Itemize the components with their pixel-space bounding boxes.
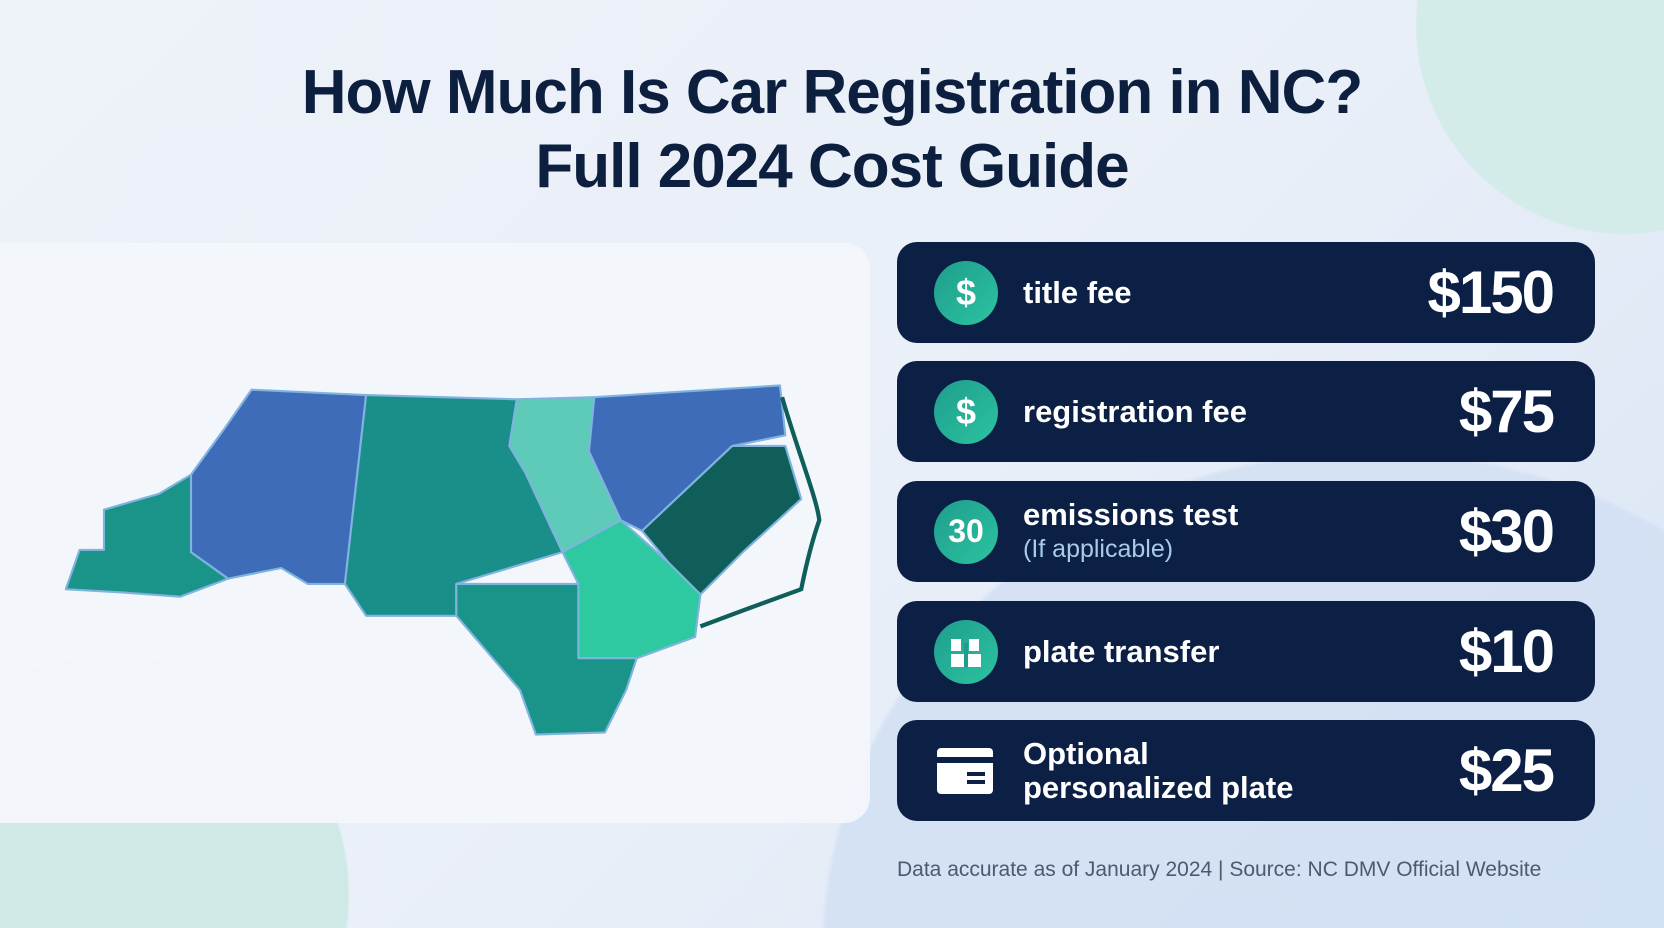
fee-label: plate transfer (1023, 633, 1220, 669)
fee-card-title: $ title fee $150 (897, 242, 1595, 343)
plate-transfer-icon (934, 619, 998, 684)
fee-value: $150 (1427, 259, 1555, 326)
fee-label-line2: personalized plate (1023, 769, 1294, 805)
fee-card-registration: $ registration fee $75 (897, 361, 1595, 462)
fee-label: Optional personalized plate (1023, 735, 1294, 805)
card-icon (937, 748, 993, 794)
map-region-south (455, 582, 638, 736)
fee-value: $10 (1458, 618, 1555, 685)
source-footnote: Data accurate as of January 2024 | Sourc… (897, 858, 1542, 881)
number-badge-icon: 30 (934, 499, 998, 564)
fee-sublabel: (If applicable) (1023, 534, 1174, 563)
fee-label-text: emissions test (1023, 496, 1239, 532)
fee-value: $75 (1458, 378, 1555, 445)
page-title: How Much Is Car Registration in NC? (301, 58, 1363, 127)
fee-value: $30 (1458, 498, 1555, 565)
dollar-icon: $ (934, 260, 998, 325)
fee-label-line1: Optional (1023, 735, 1149, 771)
fee-label: emissions test (If applicable) (1023, 496, 1239, 566)
map-region-west (189, 388, 368, 585)
fee-card-personalized-plate: Optional personalized plate $25 (897, 720, 1595, 821)
page-subtitle: Full 2024 Cost Guide (535, 132, 1129, 201)
dollar-icon: $ (934, 379, 998, 444)
fee-label: title fee (1023, 274, 1132, 310)
fee-card-plate-transfer: plate transfer $10 (897, 601, 1595, 702)
fee-label: registration fee (1023, 393, 1247, 429)
fee-card-emissions: 30 emissions test (If applicable) $30 (897, 481, 1595, 582)
outer-banks (699, 396, 822, 629)
fee-value: $25 (1458, 737, 1555, 804)
